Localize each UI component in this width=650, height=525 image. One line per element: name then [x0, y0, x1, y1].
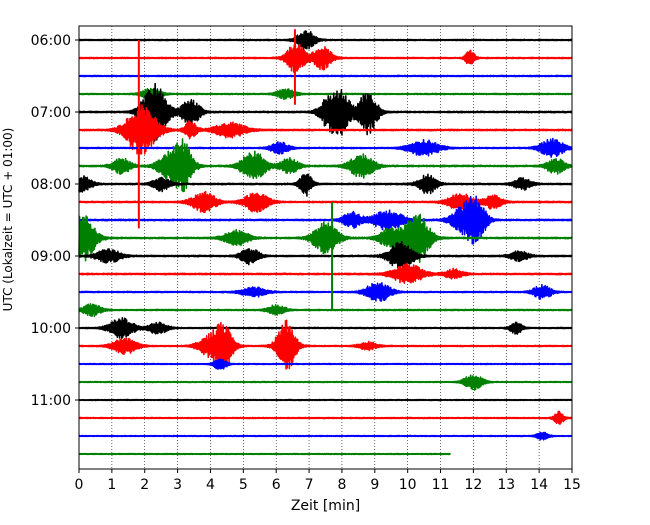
trace-1045	[78, 374, 573, 391]
trace-0845	[78, 213, 573, 263]
y-tick-label: 06:00	[31, 33, 71, 49]
x-tick-label: 1	[107, 477, 116, 493]
trace-layer	[78, 30, 573, 456]
trace-0745	[78, 138, 573, 193]
trace-1130	[78, 431, 573, 441]
x-axis: 0 1 2 3 4 5 6 7 8 9 10 11 12 13 14 15	[75, 469, 581, 493]
x-axis-label: Zeit [min]	[291, 498, 360, 514]
trace-0730	[78, 137, 573, 158]
y-axis: 06:00 07:00 08:00 09:00 10:00 11:00	[31, 33, 79, 409]
trace-0715	[78, 104, 573, 155]
trace-1000	[78, 316, 573, 340]
y-axis-label: UTC (Lokalzeit = UTC + 01:00)	[1, 128, 15, 312]
x-tick-label: 6	[272, 477, 281, 493]
x-tick-label: 9	[370, 477, 379, 493]
y-tick-label: 07:00	[31, 105, 71, 121]
trace-0930	[78, 281, 573, 302]
trace-1100	[78, 398, 573, 402]
grid-layer	[111, 26, 540, 469]
x-tick-label: 13	[497, 477, 515, 493]
x-tick-label: 10	[399, 477, 417, 493]
x-tick-label: 11	[432, 477, 450, 493]
trace-1115	[78, 410, 573, 425]
trace-0830	[78, 195, 573, 245]
x-tick-label: 8	[337, 477, 346, 493]
x-tick-label: 0	[75, 477, 84, 493]
trace-0600	[78, 30, 573, 51]
y-tick-label: 08:00	[31, 177, 71, 193]
x-tick-label: 15	[563, 477, 581, 493]
x-tick-label: 7	[305, 477, 314, 493]
spike-layer	[137, 29, 334, 310]
trace-0915	[78, 262, 573, 284]
y-tick-label: 09:00	[31, 249, 71, 265]
trace-1145	[78, 452, 452, 456]
x-tick-label: 12	[464, 477, 482, 493]
plot-frame	[78, 25, 573, 470]
trace-0800	[78, 173, 573, 197]
x-tick-label: 3	[173, 477, 182, 493]
x-tick-label: 4	[206, 477, 215, 493]
trace-0815	[78, 190, 573, 214]
x-tick-label: 14	[530, 477, 548, 493]
x-tick-label: 2	[140, 477, 149, 493]
trace-0615	[78, 43, 573, 74]
y-tick-label: 11:00	[31, 393, 71, 409]
trace-1030	[78, 358, 573, 370]
y-tick-label: 10:00	[31, 321, 71, 337]
trace-0900	[78, 240, 573, 271]
x-tick-label: 5	[239, 477, 248, 493]
trace-0630	[78, 74, 573, 78]
trace-0945	[78, 303, 573, 318]
trace-1015	[78, 319, 573, 370]
